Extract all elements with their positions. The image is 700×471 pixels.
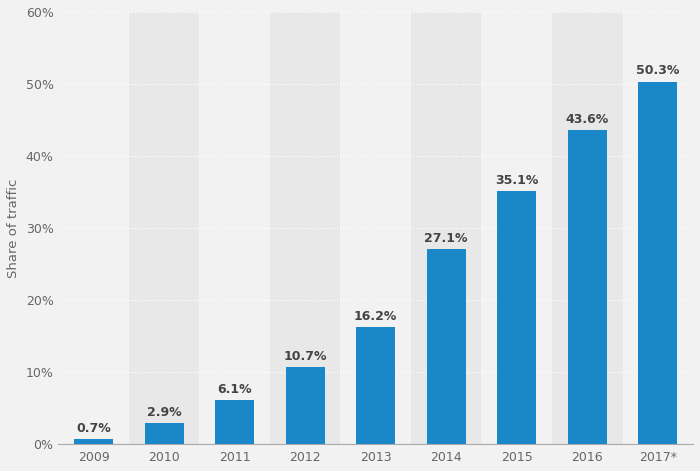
Bar bbox=[74, 439, 113, 444]
Bar bbox=[58, 12, 129, 444]
Text: 6.1%: 6.1% bbox=[218, 383, 252, 396]
Bar bbox=[638, 82, 677, 444]
Bar bbox=[482, 12, 552, 444]
Text: 0.7%: 0.7% bbox=[76, 422, 111, 435]
Bar bbox=[340, 12, 411, 444]
Bar bbox=[552, 12, 622, 444]
Bar bbox=[356, 327, 395, 444]
Bar bbox=[270, 12, 340, 444]
Text: 27.1%: 27.1% bbox=[424, 232, 468, 244]
Bar bbox=[199, 12, 270, 444]
Text: 10.7%: 10.7% bbox=[284, 350, 327, 363]
Y-axis label: Share of traffic: Share of traffic bbox=[7, 179, 20, 278]
Bar bbox=[216, 400, 254, 444]
Bar bbox=[145, 423, 183, 444]
Bar bbox=[498, 191, 536, 444]
Text: 16.2%: 16.2% bbox=[354, 310, 398, 323]
Bar bbox=[568, 130, 607, 444]
Bar bbox=[427, 249, 466, 444]
Text: 2.9%: 2.9% bbox=[147, 406, 181, 419]
Bar bbox=[622, 12, 693, 444]
Text: 43.6%: 43.6% bbox=[566, 113, 609, 126]
Text: 35.1%: 35.1% bbox=[495, 174, 538, 187]
Bar bbox=[129, 12, 200, 444]
Bar bbox=[286, 367, 325, 444]
Bar bbox=[411, 12, 482, 444]
Text: 50.3%: 50.3% bbox=[636, 65, 680, 78]
